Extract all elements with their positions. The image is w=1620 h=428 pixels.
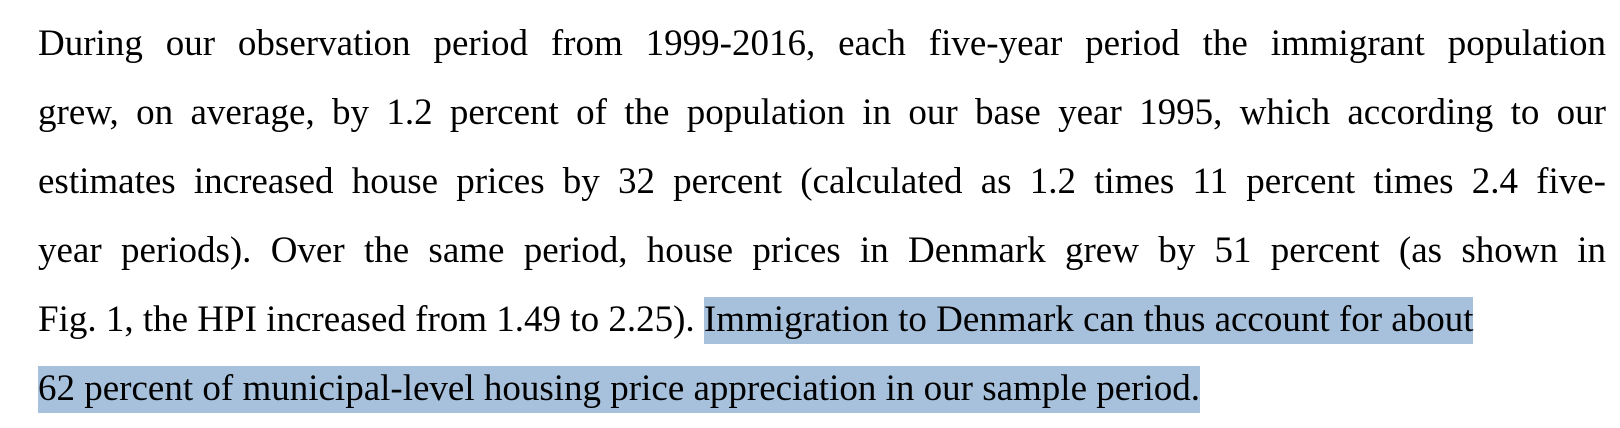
paragraph-line-3: estimates increased house prices by 32 p… [38, 161, 1606, 202]
paragraph-line-2: grew, on average, by 1.2 percent of the … [38, 92, 1606, 133]
paragraph-line-4: year periods). Over the same period, hou… [38, 230, 1606, 271]
paragraph-line-5: Fig. 1, the HPI increased from 1.49 to 2… [38, 290, 1606, 359]
selected-text-highlight-1[interactable]: Immigration to Denmark can thus account … [703, 297, 1474, 344]
selected-text-highlight-2[interactable]: 62 percent of municipal-level housing pr… [38, 366, 1201, 413]
paragraph-line-1: During our observation period from 1999-… [38, 23, 1606, 64]
paragraph-line-6: 62 percent of municipal-level housing pr… [38, 359, 1606, 428]
line-5-plain-text: Fig. 1, the HPI increased from 1.49 to 2… [38, 299, 704, 340]
document-body: During our observation period from 1999-… [38, 14, 1606, 428]
